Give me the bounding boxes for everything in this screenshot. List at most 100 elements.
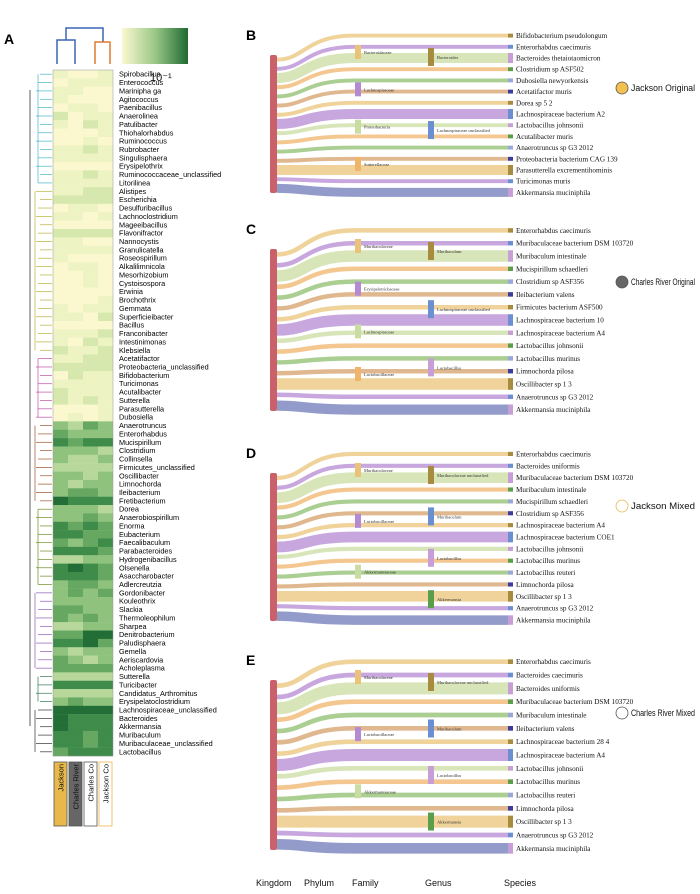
heatmap-cell [83, 178, 98, 188]
heatmap-cell [53, 446, 68, 456]
species-node [508, 304, 513, 310]
flow-link [276, 805, 508, 813]
species-node [508, 726, 513, 731]
heatmap-cell [83, 195, 98, 205]
heatmap-cell [68, 304, 83, 313]
genus-label: Singulisphaera [119, 153, 168, 162]
species-label: Lachnospiraceae bacterium A4 [516, 752, 605, 760]
heatmap-cell [53, 187, 68, 196]
family-node [355, 324, 361, 339]
heatmap-cell [83, 413, 98, 422]
species-label: Dorea sp 5 2 [516, 99, 553, 107]
species-node [508, 590, 513, 602]
heatmap-cell [68, 705, 83, 715]
heatmap-cell [98, 689, 113, 698]
heatmap-cell [68, 103, 83, 113]
heatmap-cell [53, 714, 68, 723]
heatmap-cell [98, 655, 113, 665]
heatmap-cell [98, 663, 113, 673]
species-label: Lachnospiraceae bacterium 10 [516, 317, 604, 325]
heatmap-cell [98, 488, 113, 497]
genus-label: Lactobacillus [119, 747, 162, 756]
species-label: Enterorhabdus caecimuris [516, 227, 591, 235]
heatmap-cell [83, 320, 98, 330]
species-label: Muribaculum intestinale [516, 486, 586, 494]
genus-label: Limnochorda [119, 480, 162, 489]
heatmap-cell [98, 86, 113, 96]
species-node [508, 558, 513, 563]
genus-node [428, 507, 434, 526]
genus-label: Superficieibacter [119, 312, 174, 321]
legend-marker [615, 81, 629, 95]
family-label: Muribaculaceae [364, 468, 393, 473]
family-label: Muribaculaceae [364, 244, 393, 249]
flow-link [276, 67, 508, 90]
heatmap-cell [53, 647, 68, 656]
legend-label: Charles River Mixed [631, 708, 695, 718]
heatmap-cell [98, 145, 113, 154]
heatmap-cell [68, 463, 83, 472]
flow-link [276, 228, 508, 257]
legend-label: Jackson Original [631, 83, 695, 93]
flow-link [276, 546, 508, 559]
heatmap-cell [68, 187, 83, 196]
family-node [355, 784, 361, 799]
heatmap-cell [98, 304, 113, 313]
heatmap-border [52, 69, 114, 757]
species-label: Bifidobacterium pseudolongum [516, 32, 608, 40]
node-bacteria [270, 473, 277, 621]
genus-node-label: Lachnospiraceae unclassified [437, 307, 491, 312]
species-label: Lactobacillus johnsonii [516, 122, 583, 130]
heatmap-cell [98, 371, 113, 380]
flow-link [276, 78, 508, 99]
genus-label: Aeriscardovia [119, 655, 164, 664]
genus-label: Granulicatella [119, 245, 165, 254]
heatmap-cell [83, 329, 98, 338]
level-axis: Kingdom Phylum Family Genus Species [256, 878, 537, 888]
legend-marker [615, 275, 629, 289]
species-node [508, 356, 513, 361]
heatmap-cell [83, 170, 98, 179]
genus-label: Mucispirillum [119, 438, 161, 447]
genus-label: Dubosiella [119, 413, 154, 422]
flow-link [276, 356, 508, 365]
level-genus: Genus [425, 878, 452, 888]
genus-label: Paludisphaera [119, 639, 167, 648]
heatmap-cell [68, 446, 83, 456]
heatmap-cell [53, 70, 68, 79]
family-label: Akkermansiaceae [364, 789, 396, 794]
species-node [508, 108, 513, 120]
genus-label: Anaerobiospirillum [119, 513, 179, 522]
heatmap-cell [98, 312, 113, 322]
level-family: Family [352, 878, 379, 888]
heatmap-cell [83, 262, 98, 271]
species-node [508, 89, 513, 94]
genus-label: Erwinia [119, 287, 144, 296]
heatmap-cell [98, 479, 113, 489]
heatmap-cell [98, 396, 113, 405]
heatmap-cell [68, 454, 83, 464]
heatmap-cell [98, 429, 113, 439]
species-label: Bacteroides uniformis [516, 462, 580, 470]
heatmap-cell [98, 555, 113, 564]
heatmap-cell [53, 655, 68, 665]
heatmap-cell [83, 638, 98, 648]
heatmap-cell [83, 463, 98, 472]
heatmap-cell [68, 413, 83, 422]
heatmap-cell [53, 463, 68, 472]
species-label: Lachnospiraceae bacterium A4 [516, 522, 605, 530]
heatmap-cell [98, 597, 113, 606]
species-label: Akkermansia muciniphila [516, 406, 591, 414]
heatmap-cell [98, 496, 113, 506]
genus-label: Fretibacterium [119, 496, 166, 505]
heatmap-cell [53, 638, 68, 648]
species-node [508, 123, 513, 128]
flow-link [276, 33, 508, 62]
genus-label: Parabacteroides [119, 547, 172, 556]
heatmap-cell [68, 262, 83, 271]
group-label: Charles River [72, 764, 81, 810]
flow-link [276, 108, 508, 130]
heatmap-cell [98, 521, 113, 531]
genus-label: Mesorhizobium [119, 270, 168, 279]
family-node [355, 367, 361, 381]
